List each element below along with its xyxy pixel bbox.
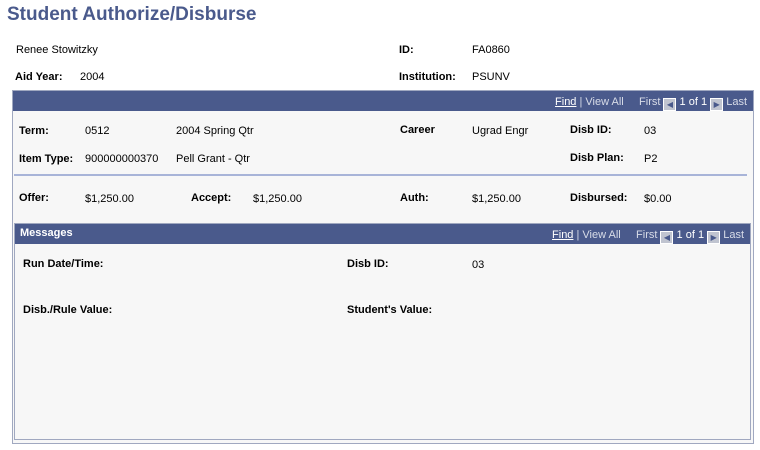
row-count: 1 of 1: [676, 229, 705, 241]
auth-label: Auth:: [400, 192, 429, 204]
run-date-label: Run Date/Time:: [23, 258, 104, 270]
aid-year-label: Aid Year:: [15, 71, 63, 83]
previous-arrow-icon[interactable]: ◀: [663, 98, 677, 111]
rule-value-label: Disb./Rule Value:: [23, 304, 113, 316]
term-value: 0512: [85, 125, 110, 137]
id-value: FA0860: [472, 44, 510, 56]
first-link[interactable]: First: [639, 96, 661, 108]
panel-nav: Find | View All First ◀ 1 of 1 ▶ Last: [555, 96, 747, 111]
view-all-link[interactable]: View All: [585, 96, 624, 108]
career-label: Career: [400, 124, 435, 136]
item-type-value: 900000000370: [85, 153, 159, 165]
accept-value: $1,250.00: [253, 193, 302, 205]
disb-plan-value: P2: [644, 153, 658, 165]
messages-panel: Messages Find | View All First ◀ 1 of 1 …: [14, 223, 751, 440]
last-link[interactable]: Last: [726, 96, 747, 108]
auth-value: $1,250.00: [472, 193, 521, 205]
disb-id-value: 03: [644, 125, 657, 137]
aid-year-value: 2004: [80, 71, 105, 83]
institution-label: Institution:: [399, 71, 456, 83]
career-value: Ugrad Engr: [472, 125, 529, 137]
disbursed-value: $0.00: [644, 193, 672, 205]
disb-id-label: Disb ID:: [570, 124, 612, 136]
term-label: Term:: [19, 125, 49, 137]
disbursement-panel: Find | View All First ◀ 1 of 1 ▶ Last Te…: [12, 90, 754, 444]
term-description: 2004 Spring Qtr: [176, 125, 254, 137]
disb-plan-label: Disb Plan:: [570, 152, 624, 164]
disbursed-label: Disbursed:: [570, 192, 628, 204]
offer-value: $1,250.00: [85, 193, 134, 205]
page-title: Student Authorize/Disburse: [7, 4, 257, 25]
messages-title: Messages: [20, 227, 73, 239]
row-count: 1 of 1: [679, 96, 708, 108]
panel-header: Find | View All First ◀ 1 of 1 ▶ Last: [13, 91, 753, 111]
find-link[interactable]: Find: [555, 96, 577, 108]
id-label: ID:: [399, 44, 414, 56]
item-description: Pell Grant - Qtr: [176, 153, 250, 165]
next-arrow-icon[interactable]: ▶: [707, 231, 721, 244]
institution-value: PSUNV: [472, 71, 510, 83]
nav-separator: |: [579, 96, 583, 108]
student-value-label: Student's Value:: [347, 304, 433, 316]
previous-arrow-icon[interactable]: ◀: [660, 231, 674, 244]
next-arrow-icon[interactable]: ▶: [710, 98, 724, 111]
msg-disb-id-value: 03: [472, 259, 485, 271]
nav-separator: |: [576, 229, 580, 241]
messages-header: Messages Find | View All First ◀ 1 of 1 …: [15, 224, 750, 244]
messages-nav: Find | View All First ◀ 1 of 1 ▶ Last: [552, 229, 744, 244]
accept-label: Accept:: [191, 192, 232, 204]
view-all-link[interactable]: View All: [582, 229, 621, 241]
offer-label: Offer:: [19, 192, 49, 204]
item-type-label: Item Type:: [19, 153, 74, 165]
msg-disb-id-label: Disb ID:: [347, 258, 389, 270]
divider: [14, 174, 747, 176]
last-link[interactable]: Last: [723, 229, 744, 241]
first-link[interactable]: First: [636, 229, 658, 241]
find-link[interactable]: Find: [552, 229, 574, 241]
student-name: Renee Stowitzky: [16, 44, 98, 56]
